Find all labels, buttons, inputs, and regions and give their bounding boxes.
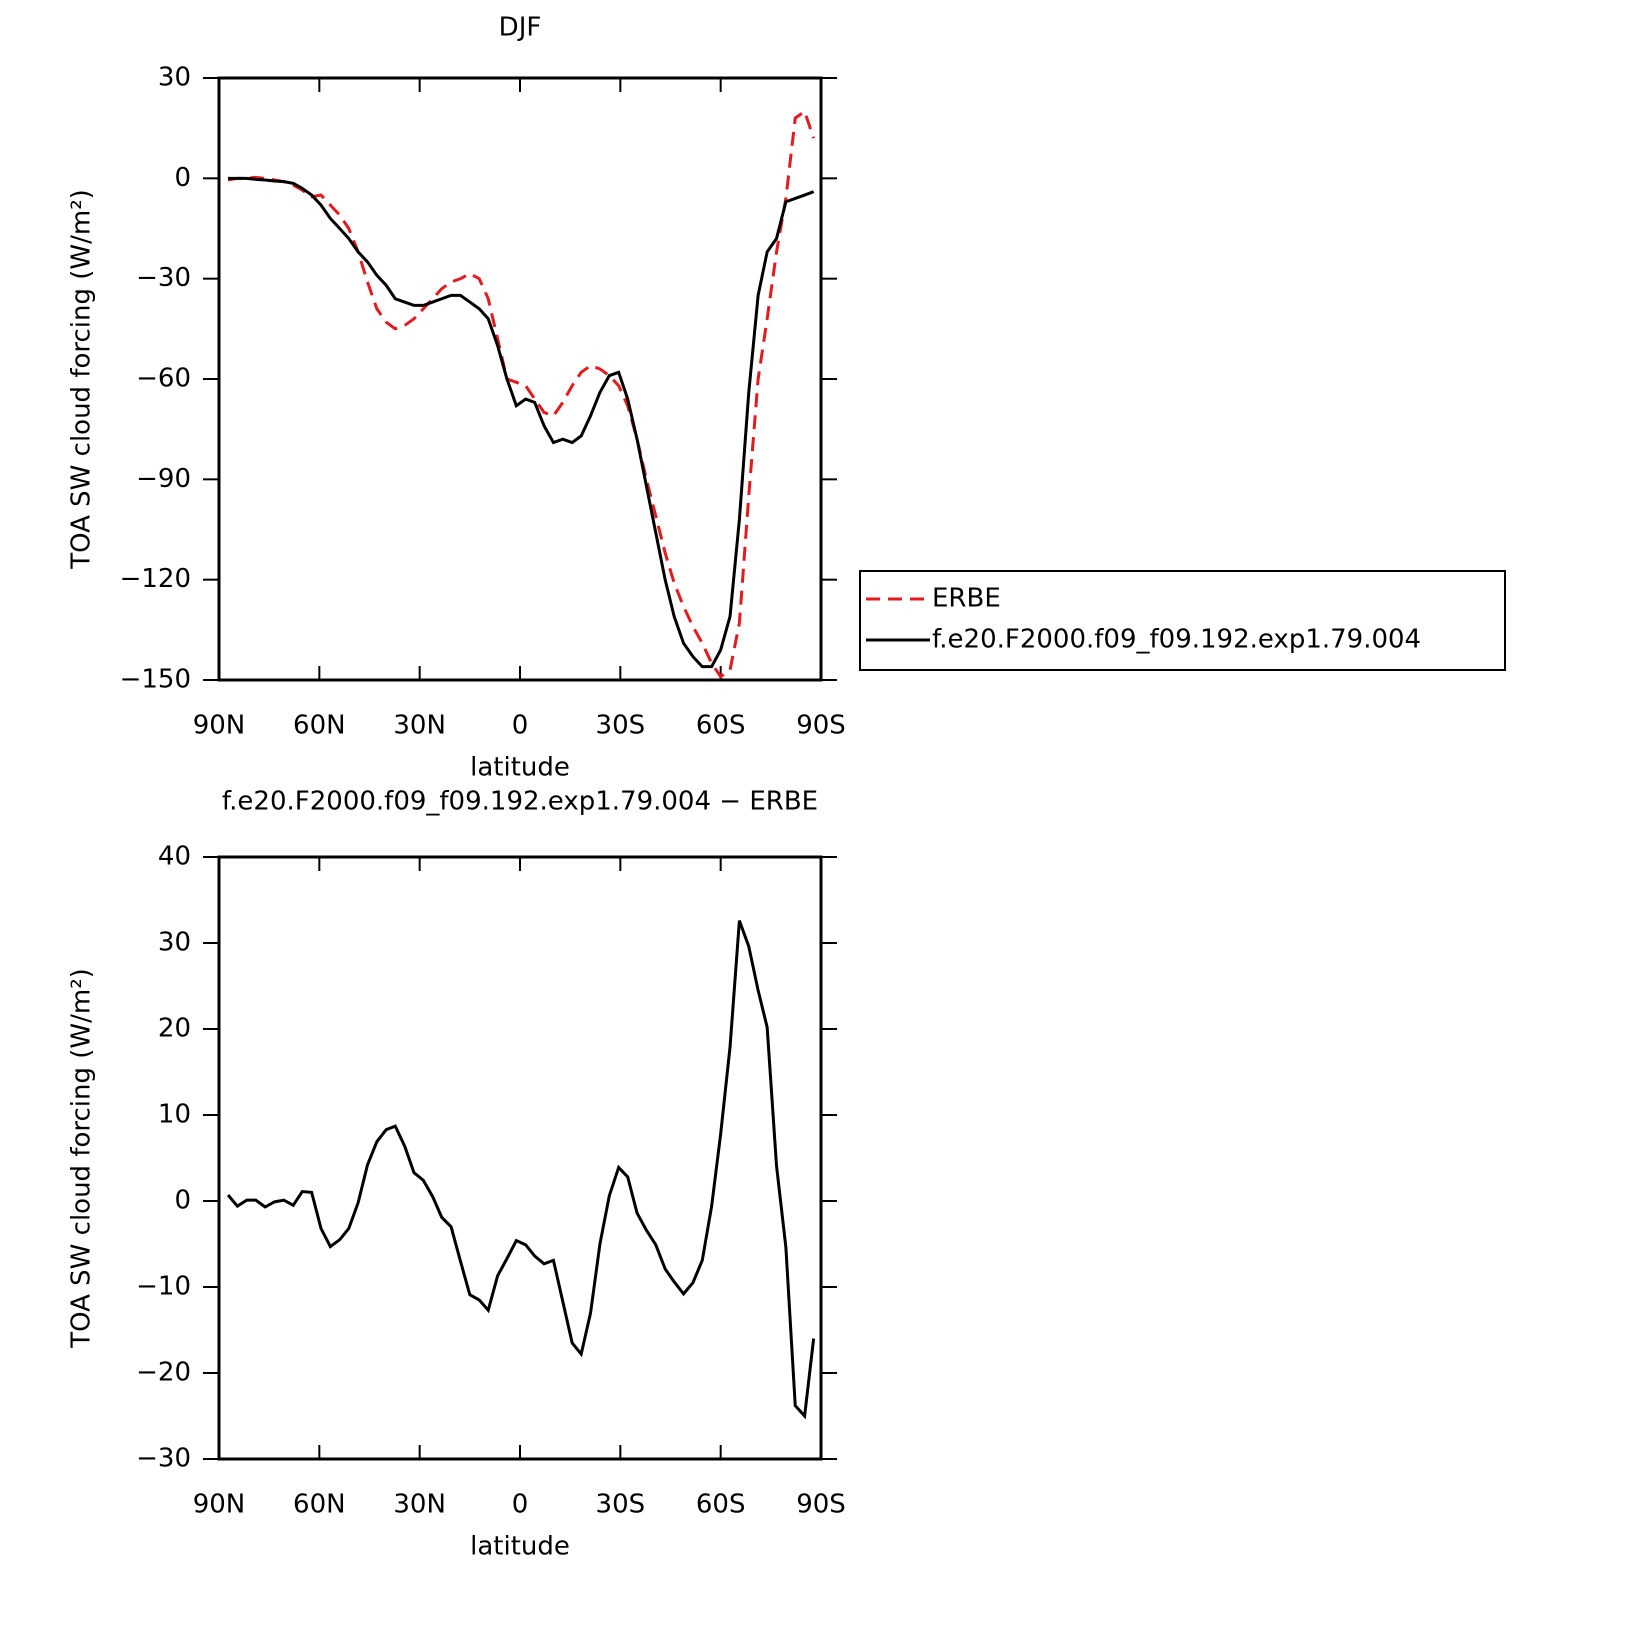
data-line [227, 109, 816, 679]
y-tick-label: 30 [158, 63, 191, 93]
y-tick-label: −150 [120, 665, 191, 695]
x-tick-label: 0 [512, 1490, 529, 1520]
x-tick-label: 90S [796, 1490, 846, 1520]
legend-label: f.e20.F2000.f09_f09.192.exp1.79.004 [932, 625, 1421, 655]
x-tick-label: 90N [193, 1490, 246, 1520]
y-tick-label: 0 [174, 163, 191, 193]
x-axis-label: latitude [470, 753, 570, 783]
x-tick-label: 90S [796, 711, 846, 741]
y-tick-label: −20 [136, 1358, 191, 1388]
x-tick-label: 90N [193, 711, 246, 741]
x-tick-label: 30S [596, 1490, 646, 1520]
chart-title: f.e20.F2000.f09_f09.192.exp1.79.004 − ER… [222, 787, 818, 817]
y-tick-label: −60 [136, 364, 191, 394]
y-tick-label: 20 [158, 1014, 191, 1044]
x-tick-label: 30N [393, 1490, 446, 1520]
legend-box [859, 570, 1506, 671]
y-tick-label: −90 [136, 464, 191, 494]
x-tick-label: 60N [293, 1490, 346, 1520]
y-axis-label: TOA SW cloud forcing (W/m²) [67, 968, 97, 1349]
y-tick-label: 40 [158, 842, 191, 872]
y-tick-label: 10 [158, 1100, 191, 1130]
y-tick-label: −120 [120, 564, 191, 594]
legend-label: ERBE [932, 584, 1001, 614]
x-tick-label: 0 [512, 711, 529, 741]
plot-frame [217, 855, 823, 1461]
y-tick-label: −30 [136, 263, 191, 293]
x-tick-label: 60N [293, 711, 346, 741]
y-tick-label: 0 [174, 1186, 191, 1216]
x-tick-label: 60S [696, 1490, 746, 1520]
y-tick-label: −10 [136, 1272, 191, 1302]
y-tick-label: 30 [158, 928, 191, 958]
plot-frame [217, 76, 823, 682]
data-line [228, 176, 815, 669]
data-line [226, 920, 816, 1420]
x-axis-label: latitude [470, 1532, 570, 1562]
chart-title: DJF [499, 13, 542, 43]
y-axis-label: TOA SW cloud forcing (W/m²) [67, 189, 97, 570]
x-tick-label: 30S [596, 711, 646, 741]
x-tick-label: 30N [393, 711, 446, 741]
y-tick-label: −30 [136, 1444, 191, 1474]
x-tick-label: 60S [696, 711, 746, 741]
